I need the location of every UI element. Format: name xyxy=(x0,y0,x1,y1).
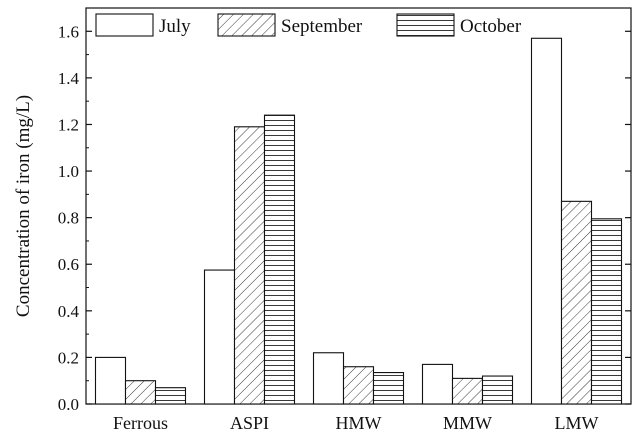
bar-july-ferrous xyxy=(94,356,127,405)
bar-september-hmw xyxy=(342,366,375,405)
legend-swatch-october xyxy=(396,13,455,37)
bar-october-ferrous xyxy=(154,387,187,405)
bar-october-mmw xyxy=(481,375,514,405)
bar-september-mmw xyxy=(451,377,484,405)
x-tick-label: MMW xyxy=(443,413,492,433)
y-tick-label: 0.6 xyxy=(58,255,79,274)
bar-september-ferrous xyxy=(124,380,157,405)
bar-july-aspi xyxy=(203,269,236,405)
bar-july-lmw xyxy=(530,37,563,405)
bar-october-lmw xyxy=(590,218,623,405)
legend: July September October xyxy=(95,13,522,37)
x-tick-label: HMW xyxy=(336,413,382,433)
bars-group xyxy=(94,37,623,405)
bar-july-hmw xyxy=(312,352,345,405)
legend-label-october: October xyxy=(460,16,522,37)
y-tick-label: 0.4 xyxy=(58,302,80,321)
legend-swatch-september xyxy=(217,13,276,37)
legend-label-september: September xyxy=(281,16,363,37)
legend-swatch-july xyxy=(95,13,154,37)
bar-september-lmw xyxy=(560,200,593,405)
bar-september-aspi xyxy=(233,126,266,405)
x-axis: Ferrous ASPI HMW MMW LMW xyxy=(113,398,599,433)
y-tick-label: 1.4 xyxy=(58,69,80,88)
bar-october-aspi xyxy=(263,114,296,405)
x-tick-label: LMW xyxy=(555,413,599,433)
y-axis-label: Concentration of iron (mg/L) xyxy=(13,95,34,317)
y-axis: 0.0 0.2 0.4 0.6 0.8 1.0 1.2 1.4 1.6 xyxy=(58,22,631,414)
x-tick-label: Ferrous xyxy=(113,413,168,433)
y-tick-label: 0.8 xyxy=(58,209,79,228)
legend-label-july: July xyxy=(159,16,191,37)
bar-july-mmw xyxy=(421,363,454,405)
x-tick-label: ASPI xyxy=(230,413,269,433)
y-tick-label: 0.0 xyxy=(58,395,79,414)
y-tick-label: 1.0 xyxy=(58,162,79,181)
bar-october-hmw xyxy=(372,372,405,405)
y-tick-label: 0.2 xyxy=(58,348,79,367)
y-tick-label: 1.6 xyxy=(58,22,79,41)
y-tick-label: 1.2 xyxy=(58,115,79,134)
